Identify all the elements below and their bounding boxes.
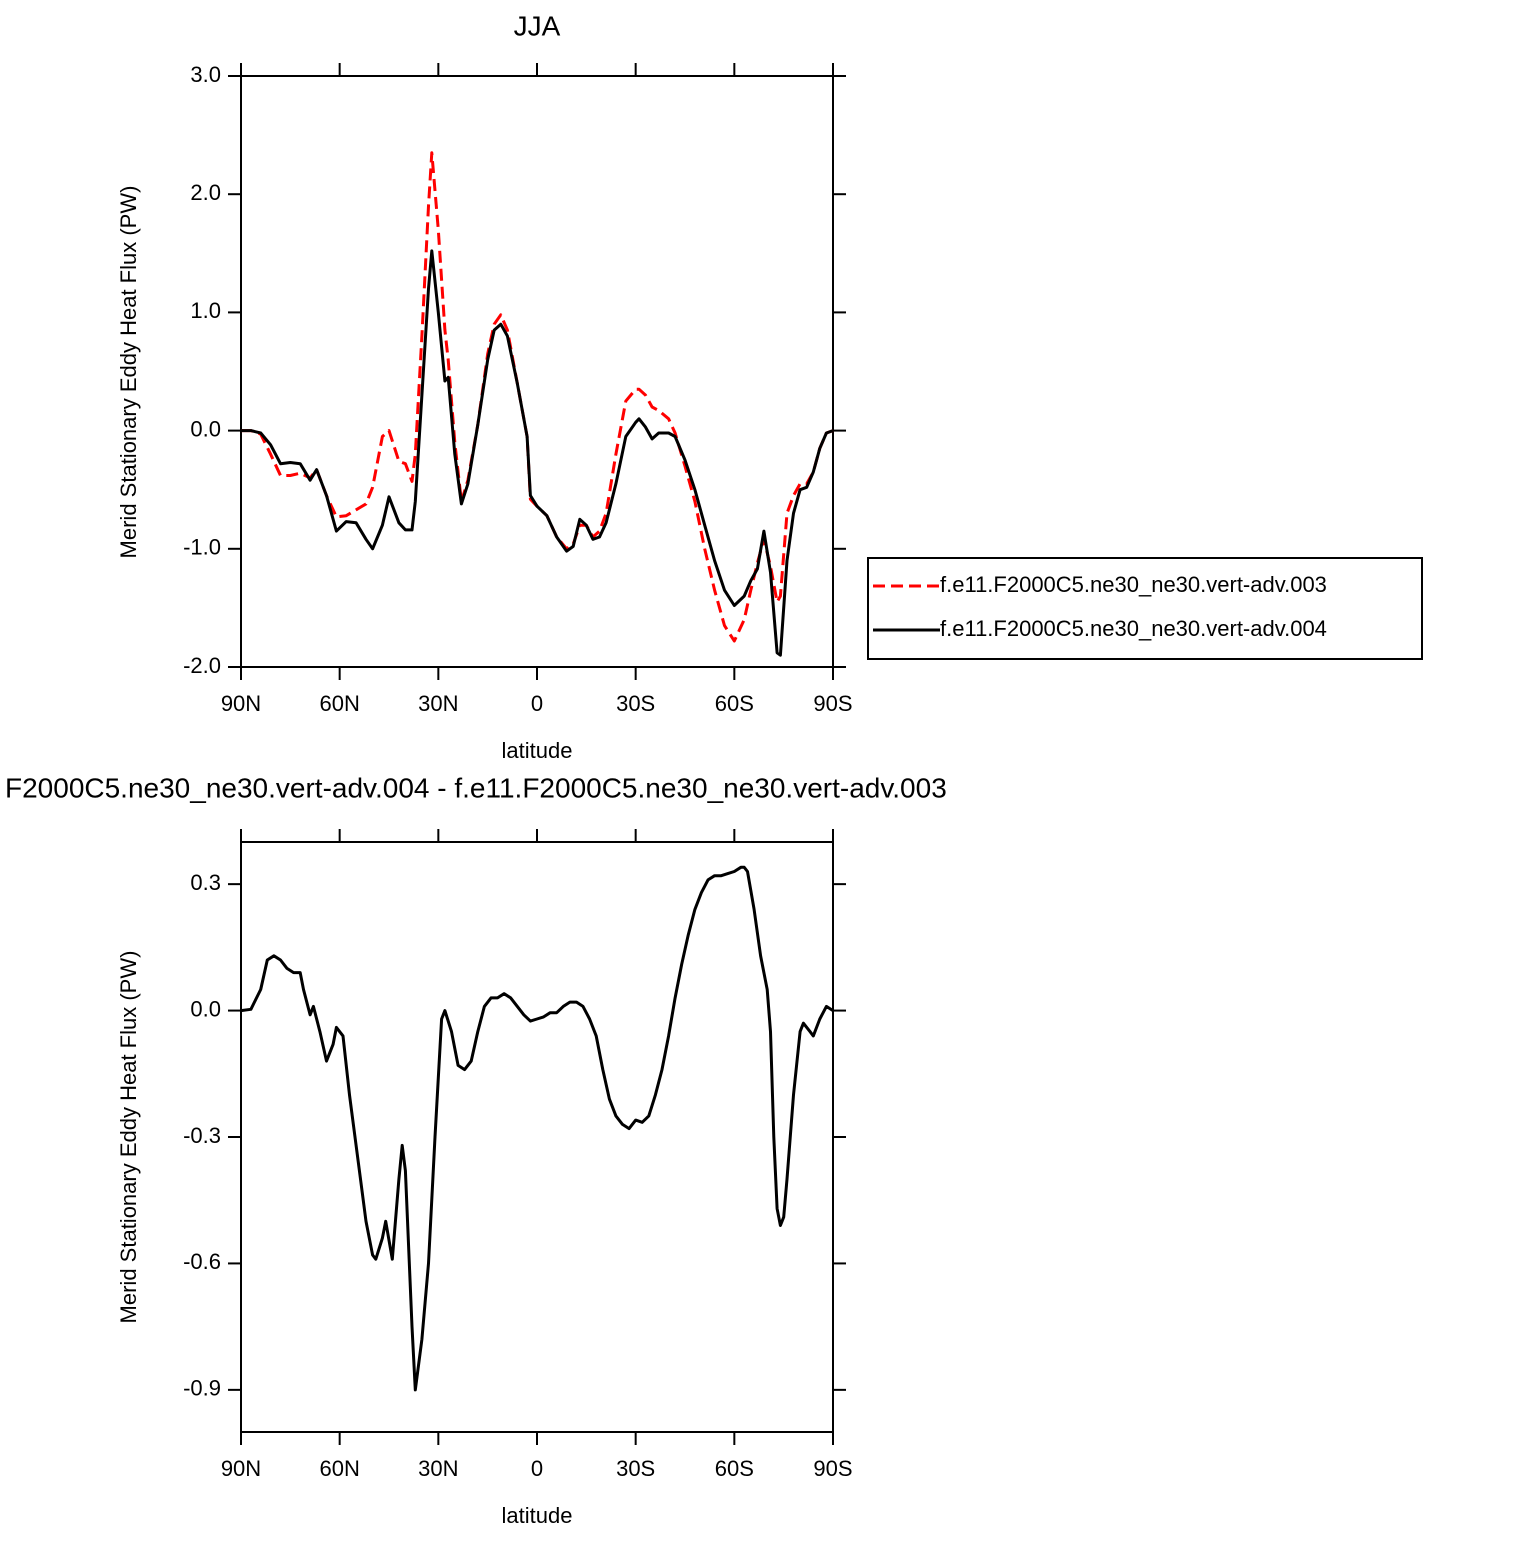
data-line — [240, 865, 834, 1392]
y-tick-label: 0.0 — [190, 996, 221, 1021]
y-tick-label: 1.0 — [190, 298, 221, 323]
y-tick-label: -2.0 — [183, 653, 221, 678]
y-tick-label: -0.3 — [183, 1123, 221, 1148]
x-tick-label: 60S — [715, 1456, 754, 1481]
y-tick-label: 0.3 — [190, 870, 221, 895]
data-line — [241, 249, 834, 657]
legend-label: f.e11.F2000C5.ne30_ne30.vert-adv.004 — [940, 616, 1327, 641]
y-axis-label: Merid Stationary Eddy Heat Flux (PW) — [116, 951, 141, 1324]
y-tick-label: 2.0 — [190, 180, 221, 205]
x-axis-label: latitude — [502, 738, 573, 763]
x-tick-label: 0 — [531, 1456, 543, 1481]
legend-box — [867, 557, 1423, 660]
x-tick-label: 60S — [715, 691, 754, 716]
y-axis-label: Merid Stationary Eddy Heat Flux (PW) — [116, 186, 141, 559]
x-tick-label: 30N — [418, 1456, 458, 1481]
x-tick-label: 60N — [319, 1456, 359, 1481]
x-tick-label: 90S — [813, 691, 852, 716]
x-tick-label: 30N — [418, 691, 458, 716]
plot-frame — [240, 841, 834, 1433]
x-axis-label: latitude — [502, 1503, 573, 1528]
x-tick-label: 30S — [616, 1456, 655, 1481]
legend-label: f.e11.F2000C5.ne30_ne30.vert-adv.003 — [940, 572, 1327, 597]
x-tick-label: 90N — [221, 691, 261, 716]
chart-title: F2000C5.ne30_ne30.vert-adv.004 - f.e11.F… — [5, 772, 947, 803]
y-tick-label: 3.0 — [190, 62, 221, 87]
y-tick-label: -1.0 — [183, 535, 221, 560]
x-tick-label: 90N — [221, 1456, 261, 1481]
y-tick-label: 0.0 — [190, 416, 221, 441]
y-tick-label: -0.9 — [183, 1376, 221, 1401]
plot-frame — [240, 75, 834, 668]
chart-title: JJA — [514, 10, 561, 41]
data-line — [241, 151, 834, 643]
x-tick-label: 60N — [319, 691, 359, 716]
y-tick-label: -0.6 — [183, 1249, 221, 1274]
x-tick-label: 90S — [813, 1456, 852, 1481]
x-tick-label: 30S — [616, 691, 655, 716]
legend: f.e11.F2000C5.ne30_ne30.vert-adv.003 f.e1… — [867, 557, 1423, 660]
x-tick-label: 0 — [531, 691, 543, 716]
